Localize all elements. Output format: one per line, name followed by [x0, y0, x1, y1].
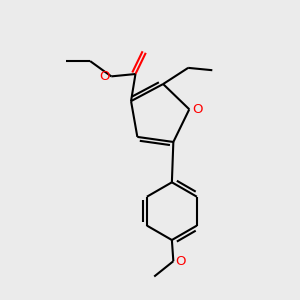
Text: O: O	[175, 255, 186, 268]
Text: O: O	[100, 70, 110, 83]
Text: O: O	[192, 103, 203, 116]
